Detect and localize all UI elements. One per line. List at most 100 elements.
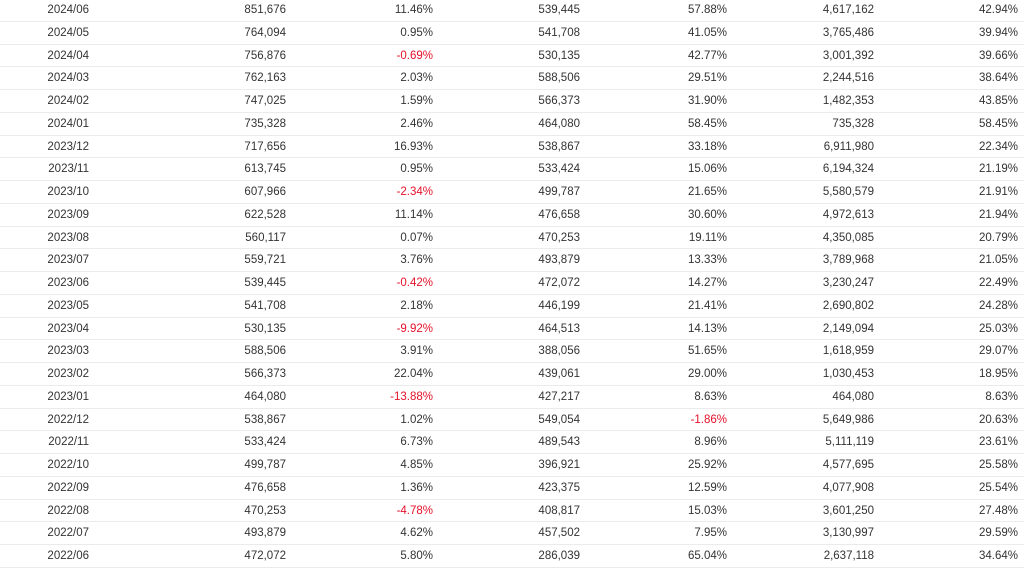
table-row: 2022/06 472,072 5.80% 286,039 65.04% 2,6… xyxy=(0,545,1024,568)
month-cell: 2024/06 xyxy=(47,4,89,16)
table-row: 2023/12 717,656 16.93% 538,867 33.18% 6,… xyxy=(0,136,1024,159)
mom-change-cell: -4.78% xyxy=(396,504,433,517)
cumulative-change-cell: 24.28% xyxy=(978,299,1018,312)
cumulative-change-cell: 29.07% xyxy=(978,345,1018,358)
value-cell: 538,867 xyxy=(244,413,286,426)
yoy-change-cell: 8.63% xyxy=(694,390,727,403)
yoy-change-cell: 14.27% xyxy=(687,277,727,289)
table-row: 2022/10 499,787 4.85% 396,921 25.92% 4,5… xyxy=(0,454,1024,477)
yoy-change-cell: 15.03% xyxy=(687,504,727,517)
cumulative-value-cell: 5,580,579 xyxy=(822,186,874,198)
table-row: 2023/06 539,445 -0.42% 472,072 14.27% 3,… xyxy=(0,272,1024,295)
yoy-change-cell: -1.86% xyxy=(690,413,727,426)
prior-year-value-cell: 464,513 xyxy=(538,322,580,335)
mom-change-cell: -13.88% xyxy=(390,390,433,403)
month-cell: 2023/10 xyxy=(47,186,89,198)
table-row: 2024/06 851,676 11.46% 539,445 57.88% 4,… xyxy=(0,0,1024,22)
value-cell: 717,656 xyxy=(244,140,286,153)
cumulative-value-cell: 4,617,162 xyxy=(822,4,874,16)
prior-year-value-cell: 493,879 xyxy=(538,254,580,267)
prior-year-value-cell: 470,253 xyxy=(538,231,580,244)
cumulative-change-cell: 22.34% xyxy=(978,140,1018,153)
month-cell: 2022/06 xyxy=(47,550,89,562)
mom-change-cell: 11.46% xyxy=(394,4,433,16)
table-row: 2023/05 541,708 2.18% 446,199 21.41% 2,6… xyxy=(0,295,1024,318)
value-cell: 539,445 xyxy=(244,277,286,289)
table-row: 2023/02 566,373 22.04% 439,061 29.00% 1,… xyxy=(0,363,1024,386)
month-cell: 2022/12 xyxy=(47,413,89,426)
mom-change-cell: 2.18% xyxy=(400,299,433,312)
cumulative-value-cell: 2,244,516 xyxy=(822,72,874,85)
table-row: 2022/11 533,424 6.73% 489,543 8.96% 5,11… xyxy=(0,431,1024,454)
cumulative-value-cell: 2,149,094 xyxy=(822,322,874,335)
table-row: 2023/04 530,135 -9.92% 464,513 14.13% 2,… xyxy=(0,318,1024,341)
yoy-change-cell: 25.92% xyxy=(687,459,727,471)
table-row: 2024/05 764,094 0.95% 541,708 41.05% 3,7… xyxy=(0,22,1024,45)
value-cell: 747,025 xyxy=(244,95,286,107)
table-row: 2022/12 538,867 1.02% 549,054 -1.86% 5,6… xyxy=(0,409,1024,432)
yoy-change-cell: 21.41% xyxy=(687,299,727,312)
value-cell: 762,163 xyxy=(244,72,286,85)
prior-year-value-cell: 388,056 xyxy=(538,345,580,358)
prior-year-value-cell: 499,787 xyxy=(538,186,580,198)
month-cell: 2024/03 xyxy=(47,72,89,85)
yoy-change-cell: 21.65% xyxy=(687,186,727,198)
prior-year-value-cell: 408,817 xyxy=(538,504,580,517)
cumulative-change-cell: 25.03% xyxy=(978,322,1018,335)
yoy-change-cell: 29.00% xyxy=(687,368,727,380)
prior-year-value-cell: 538,867 xyxy=(538,140,580,153)
value-cell: 493,879 xyxy=(244,527,286,540)
table-row: 2024/03 762,163 2.03% 588,506 29.51% 2,2… xyxy=(0,67,1024,90)
mom-change-cell: 1.02% xyxy=(400,413,433,426)
value-cell: 472,072 xyxy=(244,550,286,562)
mom-change-cell: 3.91% xyxy=(400,345,433,358)
prior-year-value-cell: 549,054 xyxy=(538,413,580,426)
value-cell: 735,328 xyxy=(244,117,286,130)
mom-change-cell: 0.95% xyxy=(400,26,433,39)
mom-change-cell: 1.36% xyxy=(400,481,433,494)
month-cell: 2023/03 xyxy=(47,345,89,358)
prior-year-value-cell: 489,543 xyxy=(538,436,580,449)
month-cell: 2023/02 xyxy=(47,368,89,380)
value-cell: 851,676 xyxy=(244,4,286,16)
value-cell: 613,745 xyxy=(244,163,286,176)
value-cell: 560,117 xyxy=(245,231,286,244)
cumulative-change-cell: 39.66% xyxy=(978,49,1018,62)
mom-change-cell: 11.14% xyxy=(394,208,433,221)
cumulative-change-cell: 34.64% xyxy=(978,550,1018,562)
yoy-change-cell: 41.05% xyxy=(687,26,727,39)
yoy-change-cell: 19.11% xyxy=(688,231,727,244)
yoy-change-cell: 13.33% xyxy=(687,254,727,267)
table-row: 2024/04 756,876 -0.69% 530,135 42.77% 3,… xyxy=(0,45,1024,68)
value-cell: 530,135 xyxy=(244,322,286,335)
value-cell: 559,721 xyxy=(244,254,286,267)
table-row: 2023/07 559,721 3.76% 493,879 13.33% 3,7… xyxy=(0,249,1024,272)
cumulative-value-cell: 6,194,324 xyxy=(822,163,874,176)
value-cell: 588,506 xyxy=(244,345,286,358)
cumulative-value-cell: 4,577,695 xyxy=(822,459,874,471)
value-cell: 607,966 xyxy=(244,186,286,198)
month-cell: 2022/10 xyxy=(47,459,89,471)
value-cell: 499,787 xyxy=(244,459,286,471)
cumulative-value-cell: 4,972,613 xyxy=(822,208,874,221)
mom-change-cell: 6.73% xyxy=(400,436,433,449)
cumulative-value-cell: 6,911,980 xyxy=(823,140,874,153)
yoy-change-cell: 30.60% xyxy=(687,208,727,221)
cumulative-change-cell: 29.59% xyxy=(978,527,1018,540)
value-cell: 756,876 xyxy=(244,49,286,62)
prior-year-value-cell: 566,373 xyxy=(538,95,580,107)
yoy-change-cell: 58.45% xyxy=(687,117,727,130)
mom-change-cell: 16.93% xyxy=(393,140,433,153)
cumulative-value-cell: 5,111,119 xyxy=(825,436,874,449)
cumulative-value-cell: 3,130,997 xyxy=(822,527,874,540)
mom-change-cell: -0.69% xyxy=(396,49,433,62)
value-cell: 533,424 xyxy=(244,436,286,449)
value-cell: 541,708 xyxy=(244,299,286,312)
table-row: 2024/01 735,328 2.46% 464,080 58.45% 735… xyxy=(0,113,1024,136)
month-cell: 2024/02 xyxy=(47,95,89,107)
cumulative-change-cell: 58.45% xyxy=(978,117,1018,130)
cumulative-change-cell: 20.79% xyxy=(978,231,1018,244)
mom-change-cell: 0.95% xyxy=(400,163,433,176)
prior-year-value-cell: 446,199 xyxy=(538,299,580,312)
